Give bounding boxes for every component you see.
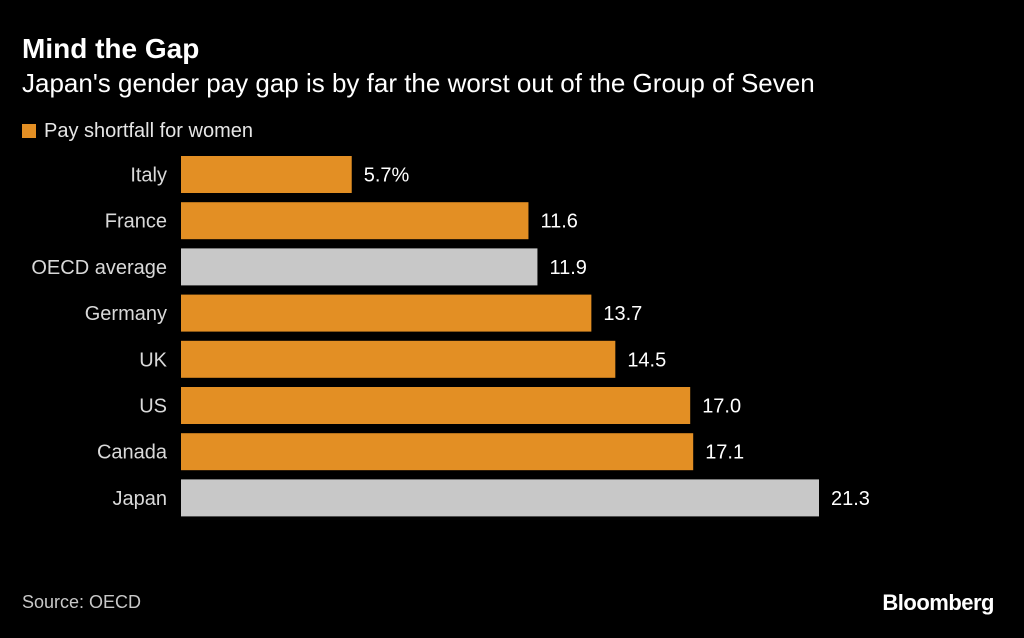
category-label-germany: Germany [85,303,167,325]
value-label-japan: 21.3 [831,488,870,510]
value-label-france: 11.6 [540,211,577,233]
chart-title: Mind the Gap [22,33,200,64]
value-label-italy: 5.7% [364,165,410,187]
value-label-germany: 13.7 [603,303,642,325]
bar-france [181,202,529,240]
bar-canada [181,433,694,471]
value-label-us: 17.0 [702,396,741,418]
bar-oecd-average [181,248,538,286]
category-label-japan: Japan [113,488,168,510]
legend: Pay shortfall for women [22,117,253,145]
bar-italy [181,156,352,193]
category-label-italy: Italy [130,165,167,187]
value-label-canada: 17.1 [705,442,744,464]
bar-us [181,387,691,424]
bar-germany [181,294,592,332]
chart-subtitle: Japan's gender pay gap is by far the wor… [22,68,815,98]
source-note: Source: OECD [22,592,142,612]
bloomberg-logo: Bloomberg [882,590,994,615]
bar-japan [181,479,819,517]
category-label-france: France [105,211,167,233]
category-label-uk: UK [139,349,167,371]
legend-swatch [22,124,36,138]
category-label-canada: Canada [97,442,168,464]
value-label-oecd-average: 11.9 [549,257,586,279]
bar-uk [181,340,616,378]
legend-label: Pay shortfall for women [44,119,253,142]
category-label-oecd-average: OECD average [31,257,167,279]
category-label-us: US [139,396,167,418]
value-label-uk: 14.5 [627,349,666,371]
